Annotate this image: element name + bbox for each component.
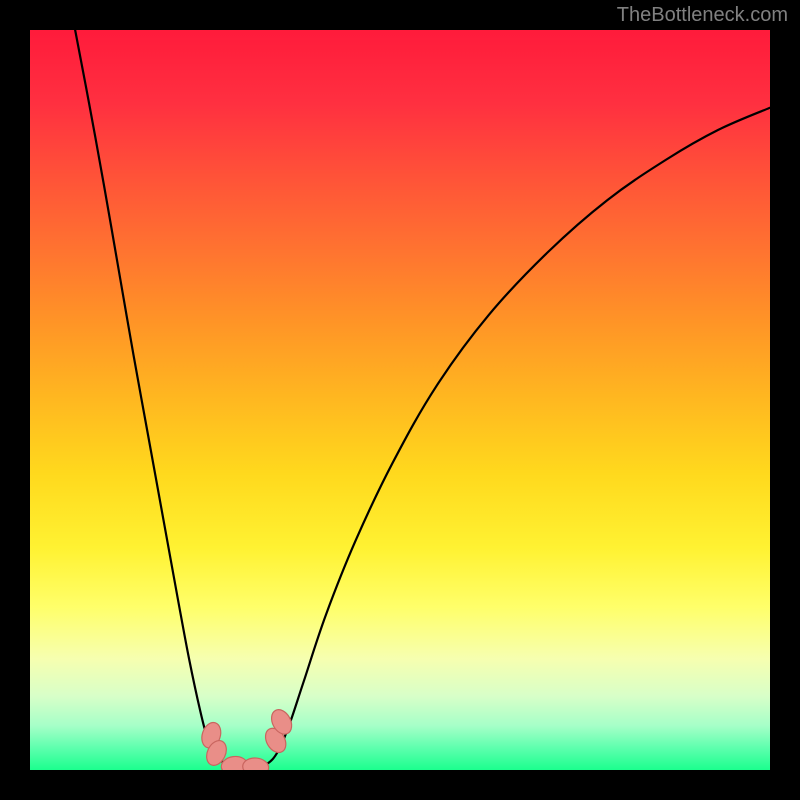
- curve-layer: [30, 30, 770, 770]
- watermark-text: TheBottleneck.com: [617, 4, 788, 27]
- bottleneck-curve: [75, 30, 770, 769]
- plot-area: [30, 30, 770, 770]
- markers-group: [199, 706, 296, 770]
- marker-pill: [242, 757, 269, 770]
